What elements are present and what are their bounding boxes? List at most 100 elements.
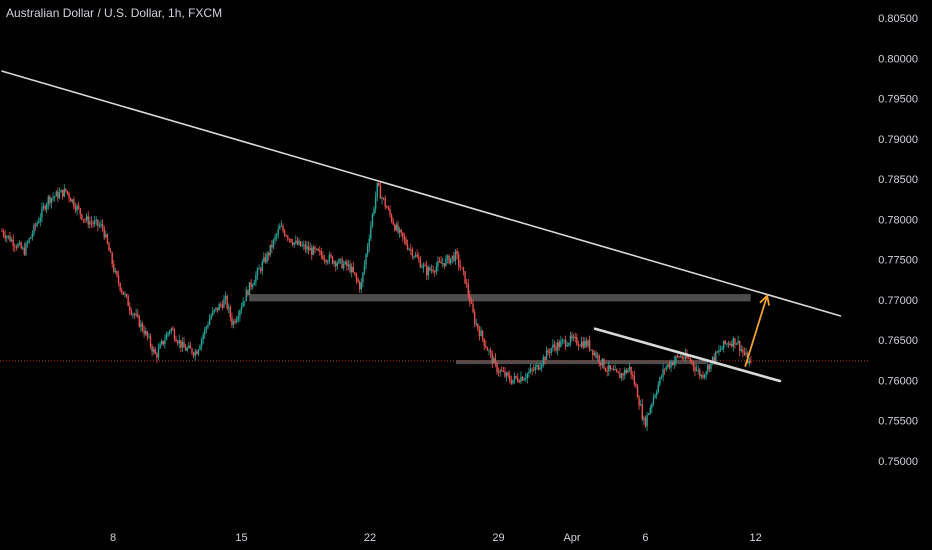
candle-body: [387, 208, 390, 210]
candle-body: [66, 191, 69, 194]
candle-body: [186, 348, 188, 351]
candle-body: [271, 244, 273, 248]
candle-body: [595, 352, 597, 358]
candle-body: [202, 334, 204, 340]
candle-body: [264, 257, 267, 263]
candle-body: [159, 344, 161, 349]
candle-body: [582, 341, 584, 348]
candle-body: [85, 216, 88, 221]
candle-body: [446, 255, 449, 259]
candle-body: [681, 356, 683, 359]
candle-body: [442, 263, 444, 264]
candle-body: [189, 345, 192, 349]
candle-body: [122, 291, 125, 295]
candle-body: [61, 190, 64, 197]
candle-body: [609, 365, 612, 370]
candle-body: [304, 244, 307, 250]
candle-body: [564, 340, 567, 347]
candle-body: [748, 360, 750, 364]
candle-body: [745, 353, 747, 355]
candle-body: [673, 361, 675, 366]
candle-body: [6, 236, 8, 239]
candle-body: [12, 239, 14, 246]
candle-body: [689, 358, 691, 361]
candle-body: [141, 323, 144, 331]
candle-body: [114, 271, 117, 273]
major-descending-trendline: [1, 70, 842, 317]
candle-body: [39, 217, 42, 222]
candle-body: [127, 296, 129, 307]
y-tick-label: 0.75000: [878, 456, 918, 468]
candle-body: [362, 272, 364, 283]
candle-body: [295, 240, 297, 243]
candle-body: [373, 208, 375, 214]
y-tick-label: 0.78000: [878, 214, 918, 226]
candle-body: [726, 343, 728, 345]
candle-body: [79, 208, 81, 215]
candle-body: [339, 258, 342, 260]
candle-body: [622, 373, 624, 376]
candle-body: [462, 267, 465, 272]
candle-body: [98, 225, 101, 227]
candle-body: [381, 197, 383, 199]
candle-body: [140, 323, 142, 327]
candle-body: [170, 328, 172, 332]
candle-body: [192, 353, 195, 356]
candle-body: [580, 341, 583, 347]
candle-body: [251, 285, 254, 287]
candle-body: [614, 369, 616, 371]
candle-body: [322, 255, 324, 260]
candle-body: [191, 348, 193, 354]
candle-body: [103, 227, 105, 238]
candle-body: [266, 253, 268, 263]
candle-body: [183, 342, 185, 348]
candle-body: [692, 362, 695, 367]
candle-body: [234, 321, 236, 323]
candle-body: [411, 249, 414, 257]
candle-body: [338, 259, 340, 264]
candle-body: [261, 262, 263, 271]
candle-body: [207, 324, 209, 327]
x-tick-label: 8: [110, 532, 116, 544]
candle-body: [569, 335, 572, 343]
candle-body: [486, 347, 489, 351]
candle-body: [236, 318, 238, 323]
candle-body: [256, 268, 259, 276]
candle-body: [188, 345, 190, 349]
candle-body: [90, 221, 93, 223]
candle-body: [52, 197, 54, 199]
candle-body: [164, 340, 166, 345]
candle-body: [640, 404, 642, 406]
candle-body: [290, 238, 292, 243]
candle-body: [572, 336, 575, 339]
candle-body: [76, 205, 78, 211]
candle-body: [697, 369, 699, 371]
candle-body: [713, 356, 715, 362]
candle-body: [699, 369, 701, 377]
candle-body: [370, 225, 372, 239]
candle-body: [41, 207, 43, 218]
candle-body: [398, 229, 401, 233]
candle-body: [350, 266, 353, 273]
candle-body: [489, 350, 492, 353]
candle-body: [1, 231, 3, 233]
candle-body: [119, 283, 121, 290]
candle-body: [331, 256, 334, 264]
candle-body: [335, 261, 337, 267]
x-tick-label: 22: [364, 532, 376, 544]
candle-body: [55, 191, 57, 197]
candle-body: [477, 323, 479, 330]
candle-body: [167, 332, 169, 335]
candle-body: [100, 224, 102, 226]
candle-body: [547, 350, 549, 353]
candle-body: [20, 242, 22, 249]
candle-body: [655, 392, 658, 396]
candle-body: [223, 299, 225, 308]
candle-body: [31, 233, 34, 238]
candle-body: [18, 242, 21, 245]
candle-body: [87, 216, 89, 225]
y-tick-label: 0.76500: [878, 335, 918, 347]
candle-body: [723, 340, 725, 349]
candle-body: [683, 358, 685, 360]
